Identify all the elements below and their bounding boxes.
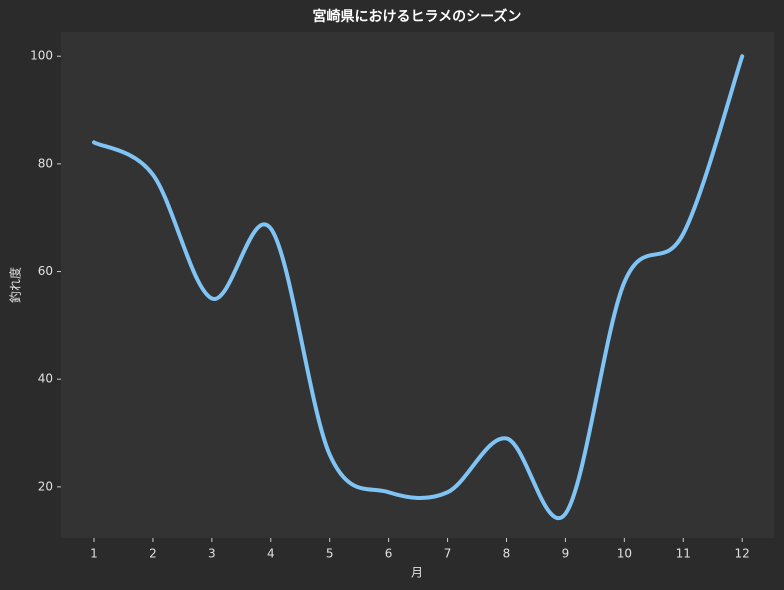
x-tick-label: 1 [90, 547, 98, 561]
x-tick-label: 5 [326, 547, 334, 561]
y-tick-label: 40 [38, 372, 53, 386]
y-axis-label: 釣れ度 [8, 267, 23, 303]
x-tick-label: 3 [208, 547, 216, 561]
data-line [91, 54, 745, 520]
x-tick-label: 8 [503, 547, 511, 561]
x-tick-label: 12 [735, 547, 750, 561]
y-tick-label: 100 [30, 49, 53, 63]
x-tick-label: 4 [267, 547, 275, 561]
plot-area [61, 32, 774, 538]
x-tick-label: 9 [562, 547, 570, 561]
x-tick-label: 2 [149, 547, 157, 561]
x-tick-label: 10 [617, 547, 632, 561]
x-tick-label: 6 [385, 547, 393, 561]
y-tick-label: 20 [38, 479, 53, 493]
x-tick-label: 7 [444, 547, 452, 561]
x-tick-label: 11 [676, 547, 691, 561]
x-axis-label: 月 [411, 566, 423, 580]
y-tick-label: 80 [38, 156, 53, 170]
chart-title: 宮崎県におけるヒラメのシーズン [313, 8, 522, 25]
y-tick-label: 60 [38, 264, 53, 278]
